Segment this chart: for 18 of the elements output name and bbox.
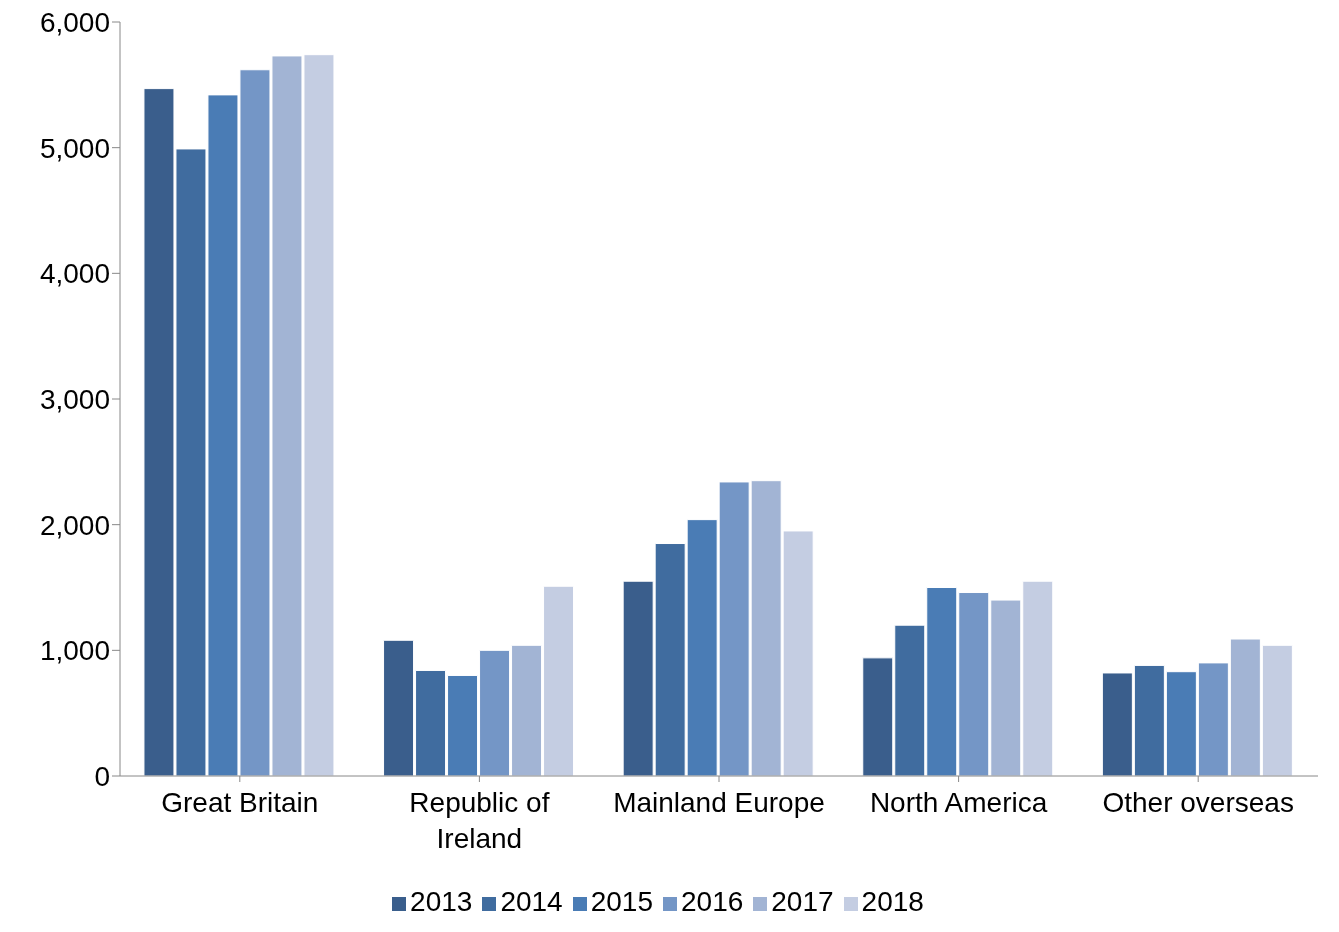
x-tick-label: North America (869, 787, 1048, 818)
y-tick-label: 6,000 (39, 6, 110, 38)
y-tick-label: 4,000 (39, 258, 110, 290)
legend-label: 2018 (861, 886, 924, 917)
x-tick-label: Republic of Ireland (409, 787, 550, 854)
y-tick-label: 1,000 (39, 635, 110, 667)
x-tick-label: Other overseas (1102, 787, 1294, 818)
legend-label: 2013 (410, 886, 473, 917)
legend-label: 2017 (771, 886, 834, 917)
y-tick-label: 3,000 (39, 383, 110, 415)
legend-label: 2016 (681, 886, 744, 917)
x-tick-label: Great Britain (161, 787, 319, 818)
legend-label: 2015 (590, 886, 653, 917)
y-tick-label: 5,000 (39, 132, 110, 164)
legend-label: 2014 (500, 886, 563, 917)
y-tick-label: 0 (94, 760, 110, 792)
y-tick-label: 2,000 (39, 509, 110, 541)
x-tick-label: Mainland Europe (613, 787, 825, 818)
